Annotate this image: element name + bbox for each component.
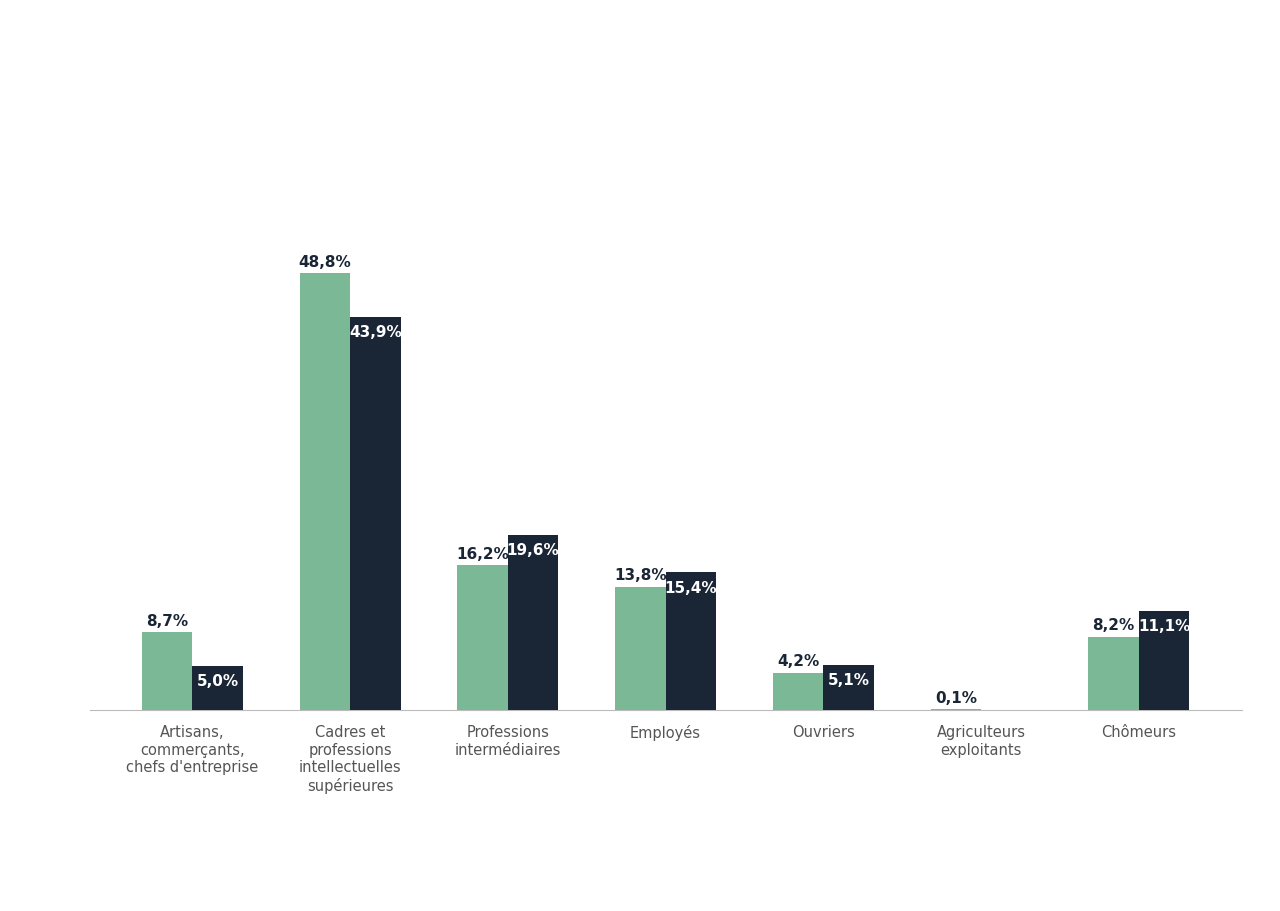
Bar <box>142 633 192 711</box>
Text: 19,6%: 19,6% <box>507 542 559 558</box>
Bar <box>1139 611 1189 711</box>
Bar <box>457 566 508 711</box>
Text: 11,1%: 11,1% <box>1138 619 1190 633</box>
Text: 0,1%: 0,1% <box>934 691 977 705</box>
Bar <box>351 318 401 711</box>
Text: 5,1%: 5,1% <box>828 672 869 687</box>
Text: 15,4%: 15,4% <box>664 580 717 595</box>
Bar <box>823 665 874 711</box>
Text: 5,0%: 5,0% <box>197 673 239 688</box>
Text: 43,9%: 43,9% <box>349 325 402 340</box>
Bar <box>508 536 558 711</box>
Text: 13,8%: 13,8% <box>614 568 667 583</box>
Text: 8,2%: 8,2% <box>1092 618 1134 633</box>
Bar <box>666 573 716 711</box>
Bar <box>616 587 666 711</box>
Bar <box>1088 637 1139 711</box>
Bar <box>300 274 351 711</box>
Text: 8,7%: 8,7% <box>146 613 188 629</box>
Text: 48,8%: 48,8% <box>298 254 351 270</box>
Bar <box>773 673 823 711</box>
Text: 16,2%: 16,2% <box>456 547 509 561</box>
Text: 4,2%: 4,2% <box>777 653 819 669</box>
Bar <box>192 666 243 711</box>
